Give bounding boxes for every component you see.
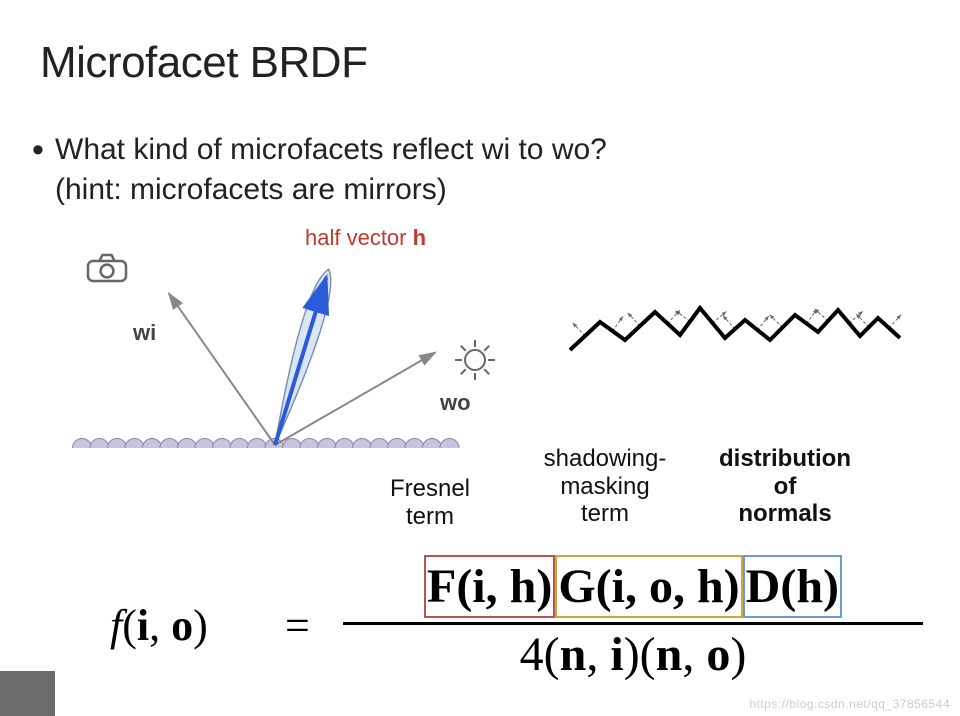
denom-n1: n <box>560 628 587 681</box>
bullet-text: What kind of microfacets reflect wi to w… <box>55 130 607 210</box>
formula-eq: = <box>285 600 310 651</box>
term-label-normals: distributionofnormals <box>700 445 870 528</box>
denom-c2: , <box>682 628 706 681</box>
lhs-f: f <box>110 601 122 650</box>
microfacet-surface-diagram <box>555 290 915 370</box>
denom-p1c: ) <box>624 628 640 681</box>
brdf-formula: f(i, o) = F(i, h) G(i, o, h) D(h) 4(n, i… <box>110 555 920 705</box>
lhs-o: o <box>171 601 193 650</box>
denom-4: 4 <box>520 628 544 681</box>
camera-icon <box>88 255 126 281</box>
term-label-fresnel: Fresnelterm <box>365 475 495 530</box>
denom-n2: n <box>656 628 683 681</box>
brdf-diagram <box>70 245 500 465</box>
sun-icon <box>455 340 495 380</box>
F-fn: F <box>427 560 456 613</box>
bumpy-surface <box>70 439 500 466</box>
lhs-comma: , <box>149 601 171 650</box>
denom-p2o: ( <box>640 628 656 681</box>
microfacet-line <box>570 308 900 350</box>
denom-c1: , <box>586 628 610 681</box>
lhs-i: i <box>137 601 149 650</box>
corner-overlay <box>0 671 55 716</box>
lhs-open: ( <box>122 601 137 650</box>
bullet-line-1: What kind of microfacets reflect wi to w… <box>55 133 607 166</box>
formula-numerator: F(i, h) G(i, o, h) D(h) <box>338 555 928 618</box>
formula-denominator: 4(n, i)(n, o) <box>343 622 923 682</box>
D-args: (h) <box>780 560 839 613</box>
slide-title: Microfacet BRDF <box>40 38 367 88</box>
distribution-term-box: D(h) <box>743 555 842 618</box>
denom-p2c: ) <box>730 628 746 681</box>
term-label-shadow: shadowing-maskingterm <box>525 445 685 528</box>
F-args: (i, h) <box>456 560 552 613</box>
lhs-close: ) <box>193 601 208 650</box>
denom-p1o: ( <box>544 628 560 681</box>
shadowing-term-box: G(i, o, h) <box>555 555 742 618</box>
G-args: (i, o, h) <box>596 560 740 613</box>
watermark: https://blog.csdn.net/qq_37856544 <box>749 697 950 711</box>
D-fn: D <box>746 560 781 613</box>
G-fn: G <box>558 560 595 613</box>
wi-ray <box>169 293 275 445</box>
bullet-line-2: (hint: microfacets are mirrors) <box>55 173 447 206</box>
denom-i: i <box>610 628 623 681</box>
formula-lhs: f(i, o) <box>110 600 208 651</box>
microfacet-normals <box>573 309 901 336</box>
formula-fraction: F(i, h) G(i, o, h) D(h) 4(n, i)(n, o) <box>338 555 928 682</box>
fresnel-term-box: F(i, h) <box>424 555 555 618</box>
denom-o: o <box>706 628 730 681</box>
